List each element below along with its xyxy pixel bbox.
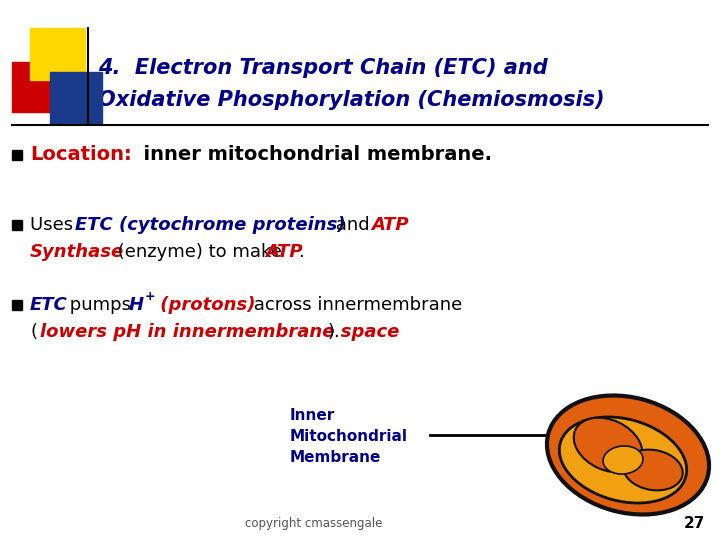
Bar bbox=[12, 62, 62, 112]
Bar bbox=[30, 28, 85, 80]
Text: Uses: Uses bbox=[30, 216, 79, 234]
Text: ETC (cytochrome proteins): ETC (cytochrome proteins) bbox=[75, 216, 346, 234]
Text: Synthase: Synthase bbox=[30, 243, 125, 261]
Text: H: H bbox=[129, 296, 144, 314]
Bar bbox=[12, 300, 22, 310]
Text: Location:: Location: bbox=[30, 145, 132, 165]
Text: ).: ). bbox=[328, 323, 341, 341]
Text: (enzyme) to make: (enzyme) to make bbox=[112, 243, 287, 261]
Text: across innermembrane: across innermembrane bbox=[248, 296, 462, 314]
Text: 4.  Electron Transport Chain (ETC) and: 4. Electron Transport Chain (ETC) and bbox=[98, 58, 548, 78]
Text: ATP: ATP bbox=[265, 243, 302, 261]
Text: inner mitochondrial membrane.: inner mitochondrial membrane. bbox=[130, 145, 492, 165]
Ellipse shape bbox=[624, 450, 683, 490]
Text: +: + bbox=[145, 291, 156, 303]
Text: .: . bbox=[298, 243, 304, 261]
Text: and: and bbox=[330, 216, 375, 234]
Text: Oxidative Phosphorylation (Chemiosmosis): Oxidative Phosphorylation (Chemiosmosis) bbox=[98, 90, 605, 110]
Ellipse shape bbox=[559, 417, 687, 503]
Text: ETC: ETC bbox=[30, 296, 68, 314]
Text: lowers pH in innermembrane space: lowers pH in innermembrane space bbox=[40, 323, 400, 341]
Ellipse shape bbox=[547, 395, 709, 515]
Text: (protons): (protons) bbox=[154, 296, 256, 314]
Text: ATP: ATP bbox=[371, 216, 409, 234]
Text: Inner
Mitochondrial
Membrane: Inner Mitochondrial Membrane bbox=[290, 408, 408, 465]
Ellipse shape bbox=[603, 446, 643, 474]
Bar bbox=[50, 72, 102, 124]
Text: copyright cmassengale: copyright cmassengale bbox=[245, 516, 382, 530]
Bar bbox=[12, 150, 22, 160]
Text: (: ( bbox=[30, 323, 37, 341]
Ellipse shape bbox=[574, 418, 642, 472]
Text: 27: 27 bbox=[683, 516, 705, 530]
Bar bbox=[12, 220, 22, 230]
Text: pumps: pumps bbox=[64, 296, 137, 314]
